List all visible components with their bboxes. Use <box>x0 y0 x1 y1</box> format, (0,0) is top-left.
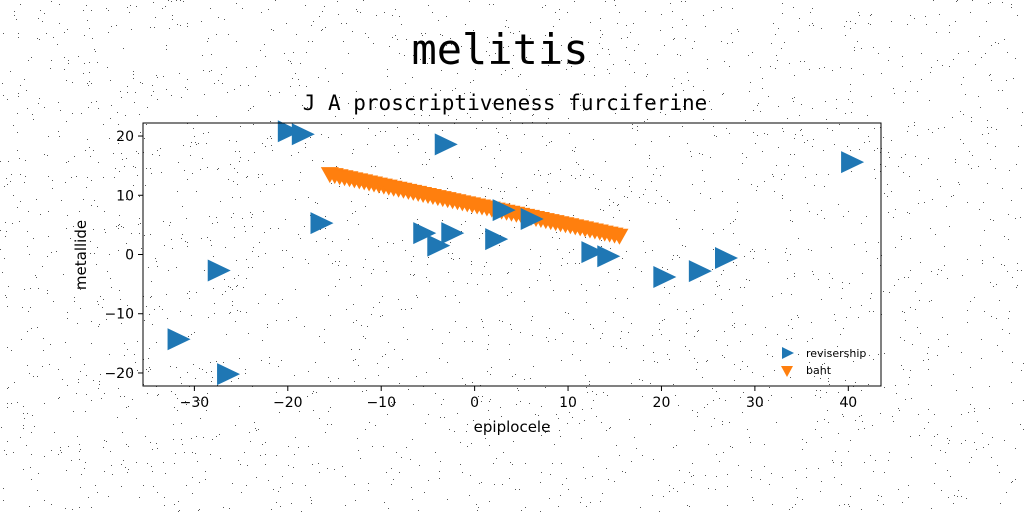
revisership-point <box>277 120 301 143</box>
revisership-point <box>841 151 865 174</box>
revisership-point <box>653 266 677 289</box>
y-tick-label: −20 <box>104 366 134 382</box>
x-tick-label: −30 <box>180 395 210 411</box>
plot-points <box>167 120 865 386</box>
chart-subtitle: J A proscriptiveness furciferine <box>303 91 708 115</box>
x-tick-label: 40 <box>839 395 857 411</box>
legend: revisership baht <box>781 347 866 377</box>
y-tick-label: 20 <box>116 129 134 145</box>
x-tick-label: 10 <box>559 395 577 411</box>
legend-marker-baht <box>781 366 793 377</box>
legend-label-baht: baht <box>806 364 832 377</box>
revisership-point <box>434 133 458 156</box>
y-tick-label: 10 <box>116 188 134 204</box>
revisership-point <box>581 241 605 264</box>
chart-title: melitis <box>411 25 588 74</box>
revisership-point <box>427 234 451 257</box>
revisership-point <box>441 222 465 245</box>
x-tick-label: 0 <box>470 395 479 411</box>
revisership-point <box>688 260 712 283</box>
revisership-point <box>207 259 231 282</box>
revisership-point <box>520 207 544 230</box>
y-tick-label: −10 <box>104 307 134 323</box>
x-tick-label: 30 <box>746 395 764 411</box>
revisership-point <box>167 328 191 351</box>
legend-marker-revisership <box>782 347 794 359</box>
x-axis-label: epiplocele <box>474 418 551 436</box>
y-tick-label: 0 <box>125 248 134 264</box>
revisership-point <box>485 228 509 251</box>
revisership-point <box>413 222 437 245</box>
plot-frame <box>142 122 882 387</box>
revisership-point <box>310 212 334 235</box>
y-axis-label: metallide <box>72 220 90 290</box>
revisership-point <box>492 199 516 222</box>
revisership-point <box>597 245 621 268</box>
baht-point <box>610 228 629 245</box>
x-tick-label: −20 <box>273 395 303 411</box>
axis-ticks: −30 −20 −10 0 10 20 30 40 −20 −10 0 10 20 <box>104 129 857 411</box>
revisership-point <box>217 363 241 386</box>
x-tick-label: 20 <box>653 395 671 411</box>
revisership-point <box>714 247 738 270</box>
x-tick-label: −10 <box>366 395 396 411</box>
legend-label-revisership: revisership <box>806 347 866 360</box>
revisership-point <box>291 123 315 146</box>
